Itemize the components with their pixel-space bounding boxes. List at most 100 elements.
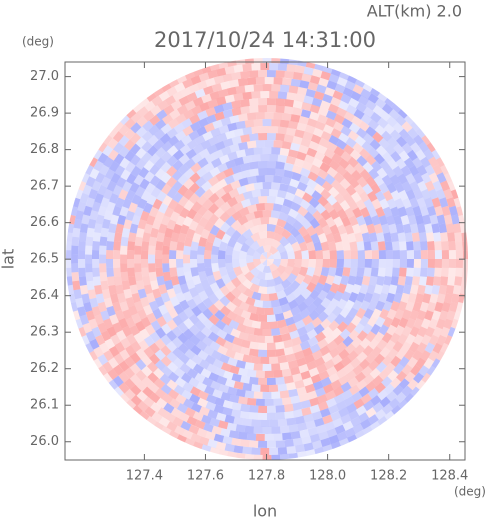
field-cell (140, 316, 152, 328)
field-cell (121, 181, 133, 193)
field-cell (269, 447, 279, 455)
field-cell (246, 77, 257, 86)
field-cell (239, 206, 250, 217)
field-cell (236, 224, 248, 235)
field-cell (405, 317, 416, 329)
field-cell (215, 412, 227, 422)
field-cell (279, 361, 290, 371)
field-cell (328, 208, 340, 220)
field-cell (294, 158, 305, 168)
field-cell (381, 151, 393, 163)
field-cell (350, 191, 362, 203)
field-cell (401, 385, 413, 397)
field-cell (188, 313, 200, 325)
field-cell (269, 384, 279, 392)
field-cell (434, 250, 443, 259)
field-cell (244, 390, 255, 399)
field-cell (351, 223, 362, 235)
field-cell (387, 348, 399, 360)
field-cell (342, 314, 354, 326)
field-cell (106, 326, 117, 338)
field-cell (258, 314, 267, 323)
field-cell (77, 159, 88, 171)
field-cell (420, 318, 431, 330)
field-cell (320, 267, 330, 277)
field-cell (391, 241, 400, 251)
field-cell (100, 310, 110, 321)
field-cell (233, 156, 244, 167)
field-cell (331, 305, 343, 317)
field-cell (394, 309, 405, 320)
field-cell (205, 77, 216, 87)
field-cell (290, 114, 301, 123)
field-cell (201, 180, 213, 192)
field-cell (186, 298, 198, 310)
field-cell (196, 428, 208, 438)
field-cell (325, 397, 337, 408)
field-cell (370, 323, 381, 335)
field-cell (320, 71, 331, 81)
field-cell (395, 223, 405, 234)
field-cell (262, 363, 272, 371)
field-cell (324, 148, 336, 159)
field-cell (183, 263, 191, 273)
field-cell (200, 228, 211, 240)
field-cell (332, 275, 342, 286)
field-cell (222, 109, 234, 119)
field-cell (231, 164, 243, 175)
field-cell (155, 327, 167, 339)
y-tick-label: 26.7 (30, 179, 59, 194)
field-cell (371, 346, 383, 358)
field-cell (231, 100, 242, 109)
field-cell (108, 149, 119, 161)
field-cell (401, 181, 413, 193)
field-cell (101, 383, 113, 396)
field-cell (253, 426, 263, 434)
field-cell (143, 202, 153, 214)
field-cell (317, 289, 328, 301)
field-cell (333, 361, 345, 372)
field-cell (251, 355, 261, 364)
field-cell (366, 284, 376, 295)
field-cell (394, 182, 405, 193)
field-cell (371, 308, 382, 320)
field-cell (206, 274, 217, 286)
field-cell (227, 151, 238, 161)
field-cell (246, 369, 257, 378)
field-cell (431, 284, 440, 295)
field-cell (244, 236, 255, 247)
field-cell (91, 180, 102, 192)
field-cell (371, 198, 382, 210)
field-cell (324, 451, 336, 460)
field-cell (232, 306, 244, 317)
field-cell (151, 411, 163, 423)
field-cell (107, 138, 119, 150)
field-cell (314, 356, 326, 367)
field-cell (333, 290, 344, 302)
field-cell (251, 320, 261, 329)
field-cell (146, 215, 156, 226)
field-cell (364, 250, 372, 259)
field-cell (271, 84, 281, 92)
field-cell (390, 190, 401, 201)
field-cell (225, 262, 234, 273)
field-cell (253, 391, 263, 399)
field-cell (172, 315, 184, 327)
field-cell (181, 118, 193, 129)
field-cell (439, 148, 450, 160)
field-cell (386, 89, 398, 101)
field-cell (292, 437, 303, 447)
field-cell (428, 172, 439, 184)
field-cell (325, 117, 337, 128)
field-cell (249, 341, 259, 350)
field-cell (284, 403, 294, 412)
field-cell (344, 299, 355, 311)
field-cell (355, 199, 367, 211)
radar-field (66, 58, 468, 460)
field-cell (100, 330, 111, 342)
field-cell (267, 412, 276, 420)
field-cell (112, 375, 124, 387)
field-cell (127, 241, 136, 251)
field-cell (408, 165, 420, 177)
field-cell (115, 284, 124, 295)
